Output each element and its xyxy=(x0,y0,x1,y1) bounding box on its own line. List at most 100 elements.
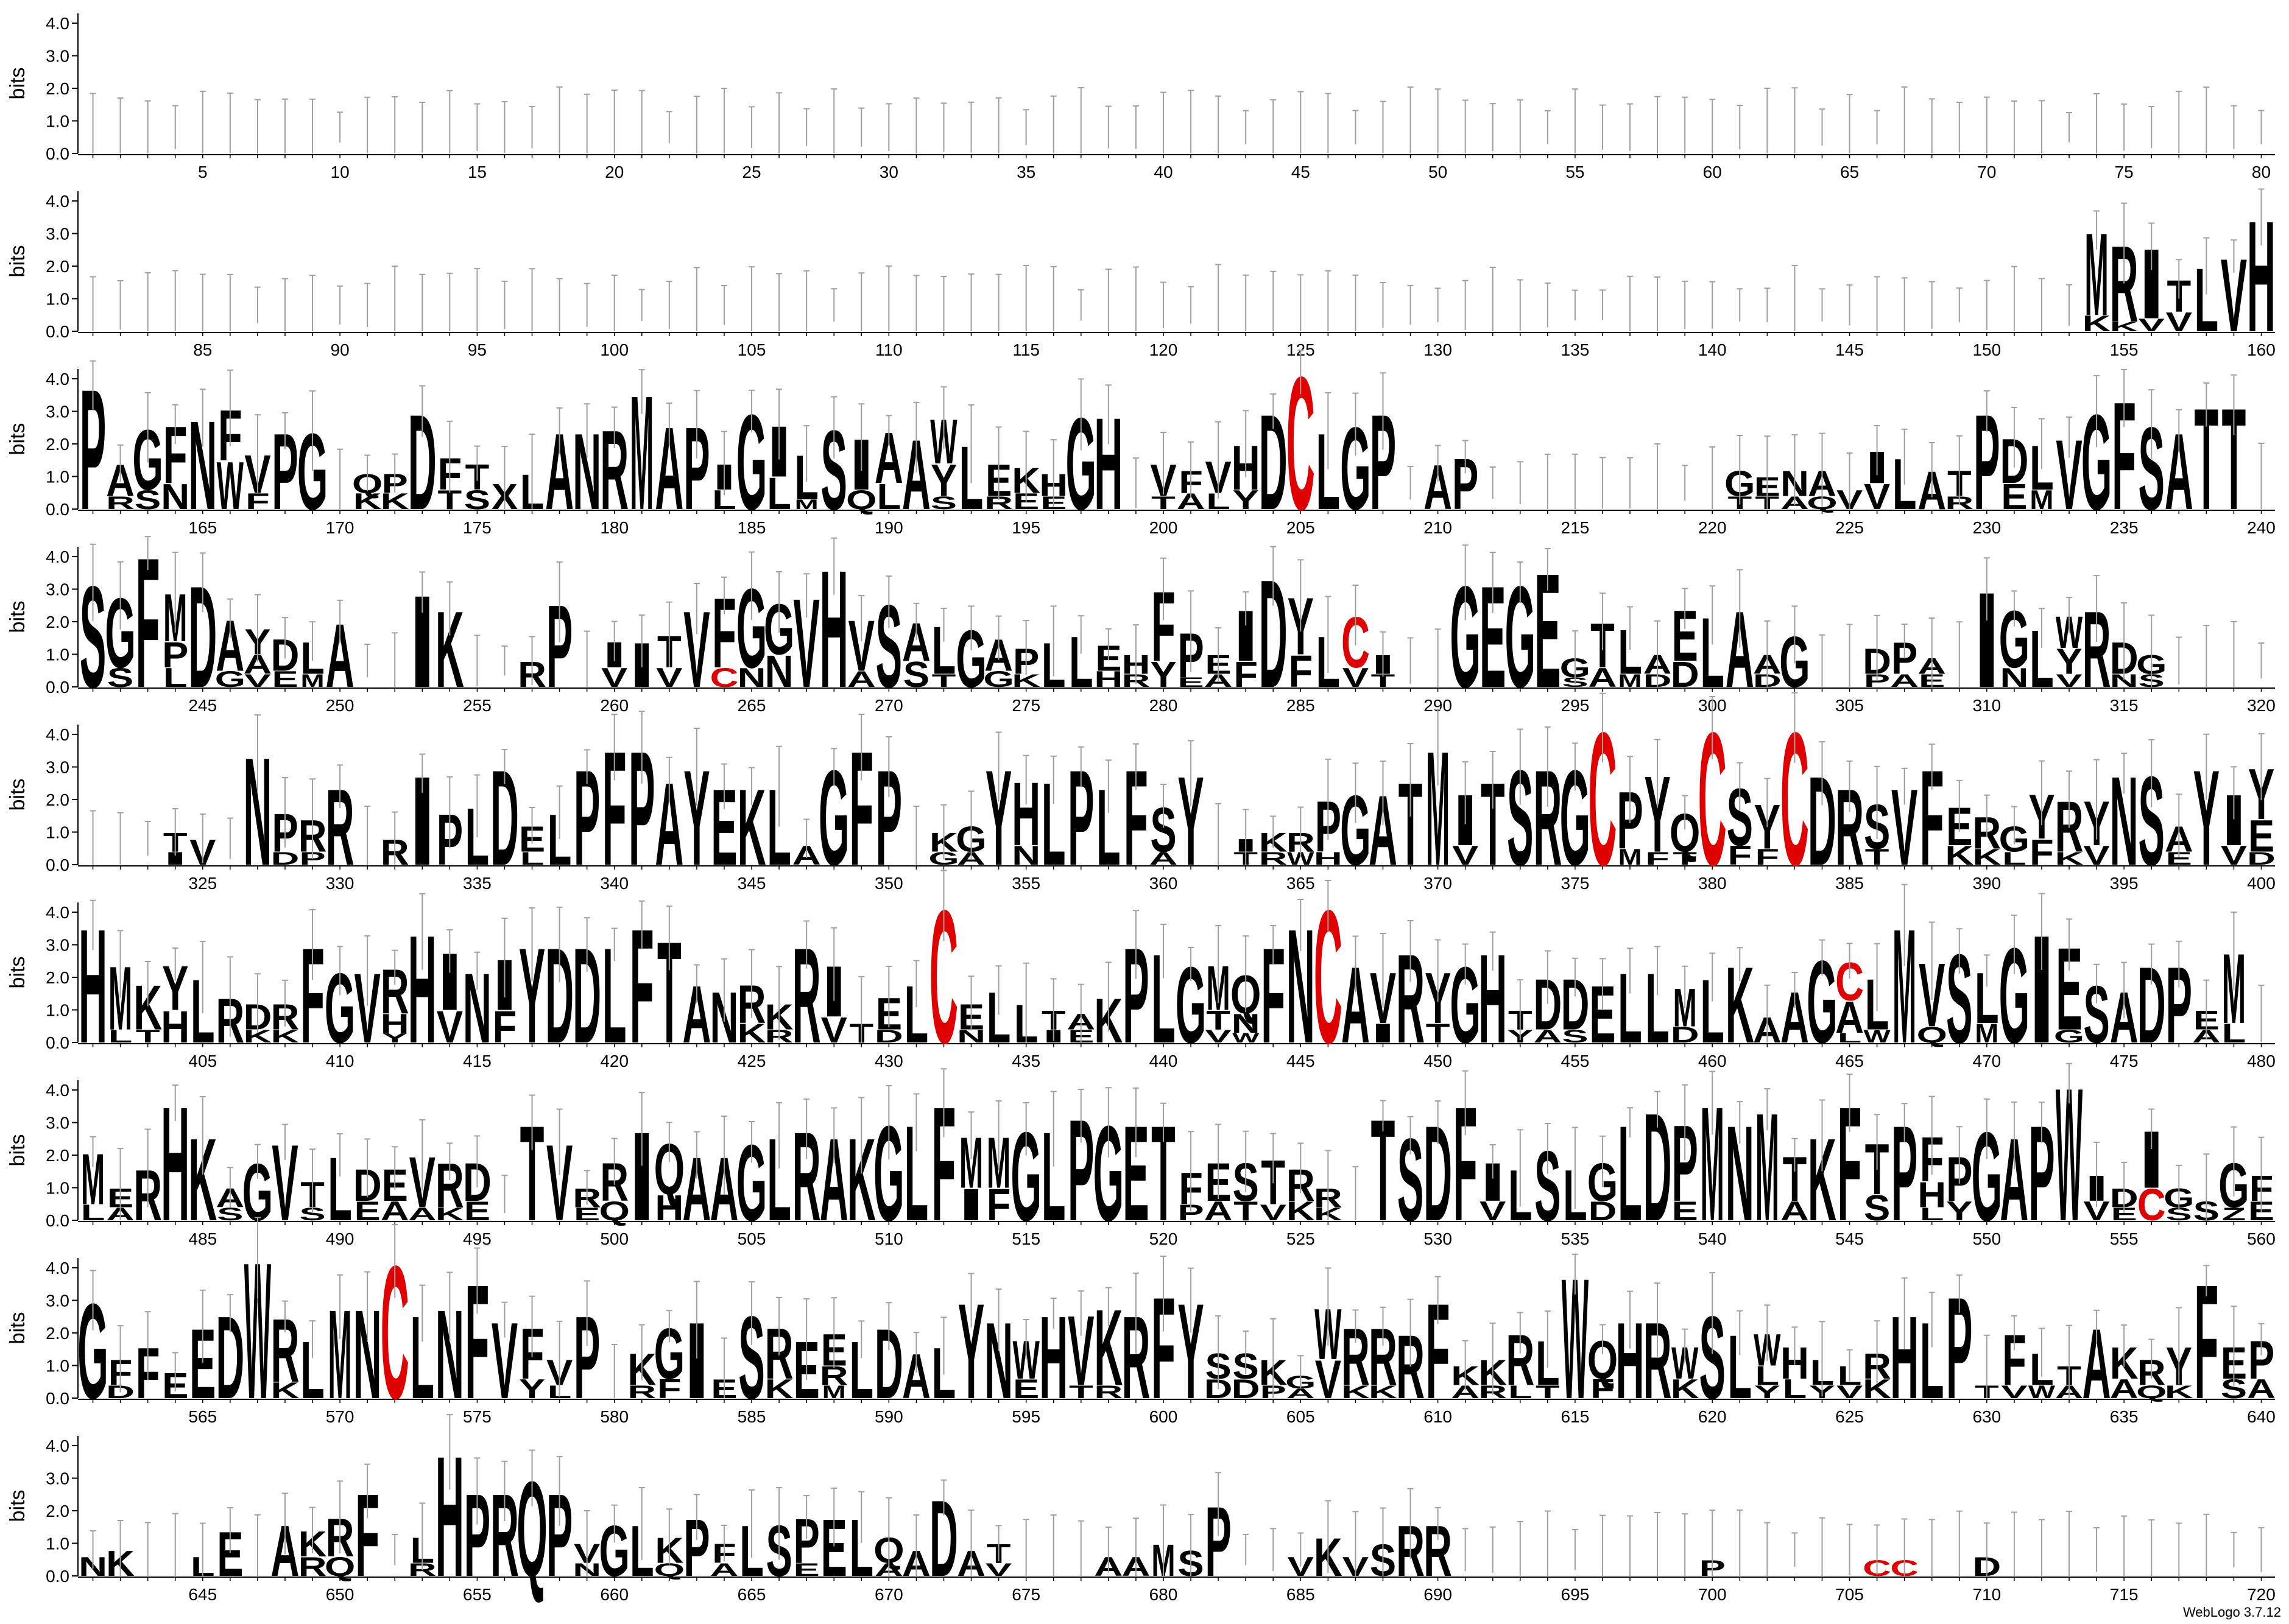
x-tick-label: 275 xyxy=(1012,696,1040,715)
x-tick-label: 100 xyxy=(600,340,629,359)
y-axis-label: bits xyxy=(6,1312,29,1345)
logo-letter-155: K xyxy=(2110,319,2139,334)
x-tick-label: 245 xyxy=(188,696,217,715)
x-tick-label: 470 xyxy=(1972,1052,2001,1070)
x-tick-label: 310 xyxy=(1972,696,2001,715)
x-tick-label: 500 xyxy=(600,1229,629,1248)
x-tick-label: 80 xyxy=(2252,163,2271,181)
x-tick-label: 190 xyxy=(875,518,903,537)
x-tick-label: 130 xyxy=(1423,340,1452,359)
x-tick-label: 495 xyxy=(463,1229,492,1248)
x-tick-label: 390 xyxy=(1972,874,2001,893)
x-tick-label: 120 xyxy=(1149,340,1178,359)
x-tick-label: 280 xyxy=(1149,696,1178,715)
x-tick-label: 175 xyxy=(463,518,492,537)
x-tick-label: 225 xyxy=(1835,518,1864,537)
y-tick-label: 3.0 xyxy=(46,402,69,421)
logo-letter-162: R xyxy=(106,493,135,513)
logo-letter-166: W xyxy=(217,449,244,524)
y-tick-label: 1.0 xyxy=(46,468,69,487)
y-tick-label: 3.0 xyxy=(46,1114,69,1133)
x-tick-label: 595 xyxy=(1012,1407,1040,1426)
x-tick-label: 560 xyxy=(2247,1229,2276,1248)
x-tick-label: 630 xyxy=(1972,1407,2001,1426)
logo-letter-283: F xyxy=(1233,655,1258,695)
y-tick-label: 2.0 xyxy=(46,257,69,276)
y-tick-label: 3.0 xyxy=(46,936,69,955)
x-tick-label: 205 xyxy=(1286,518,1315,537)
y-tick-label: 3.0 xyxy=(46,758,69,777)
x-tick-label: 355 xyxy=(1012,874,1040,893)
y-tick-label: 1.0 xyxy=(46,290,69,309)
y-tick-label: 3.0 xyxy=(46,1469,69,1488)
x-tick-label: 320 xyxy=(2247,696,2276,715)
x-tick-label: 335 xyxy=(463,874,492,893)
x-tick-label: 240 xyxy=(2247,518,2276,537)
x-tick-label: 270 xyxy=(875,696,903,715)
y-tick-label: 2.0 xyxy=(46,435,69,454)
x-tick-label: 315 xyxy=(2110,696,2139,715)
y-tick-label: 1.0 xyxy=(46,1179,69,1198)
x-tick-label: 85 xyxy=(193,340,212,359)
y-tick-label: 0.0 xyxy=(46,144,69,163)
x-tick-label: 165 xyxy=(188,518,217,537)
y-axis-label: bits xyxy=(6,245,29,278)
x-tick-label: 140 xyxy=(1698,340,1727,359)
x-tick-label: 480 xyxy=(2247,1052,2276,1070)
x-tick-label: 605 xyxy=(1286,1407,1315,1426)
x-tick-label: 695 xyxy=(1561,1585,1590,1604)
logo-letter-274: G xyxy=(983,667,1014,692)
x-tick-label: 325 xyxy=(188,874,217,893)
x-tick-label: 180 xyxy=(600,518,629,537)
x-tick-label: 670 xyxy=(875,1585,903,1604)
x-tick-label: 195 xyxy=(1012,518,1040,537)
logo-letter-154: K xyxy=(2083,311,2111,336)
x-tick-label: 705 xyxy=(1835,1585,1864,1604)
y-tick-label: 3.0 xyxy=(46,47,69,66)
logo-letter-187: M xyxy=(795,497,819,512)
x-tick-label: 625 xyxy=(1835,1407,1864,1426)
logo-letter-278: H xyxy=(1094,667,1123,692)
x-tick-label: 435 xyxy=(1012,1052,1040,1070)
x-tick-label: 15 xyxy=(468,163,487,181)
y-tick-label: 2.0 xyxy=(46,613,69,631)
y-tick-label: 4.0 xyxy=(46,903,69,922)
y-tick-label: 4.0 xyxy=(46,1436,69,1455)
y-tick-label: 0.0 xyxy=(46,678,69,697)
x-tick-label: 30 xyxy=(880,163,898,181)
x-tick-label: 400 xyxy=(2247,874,2276,893)
y-tick-label: 3.0 xyxy=(46,580,69,599)
y-tick-label: 1.0 xyxy=(46,1357,69,1376)
y-axis-label: bits xyxy=(6,779,29,811)
x-tick-label: 185 xyxy=(738,518,766,537)
x-tick-label: 265 xyxy=(738,696,766,715)
x-tick-label: 155 xyxy=(2110,340,2139,359)
y-tick-label: 0.0 xyxy=(46,1033,69,1052)
x-tick-label: 40 xyxy=(1154,163,1173,181)
y-axis-label: bits xyxy=(6,1134,29,1167)
logo-letter-271: S xyxy=(903,655,929,695)
x-tick-label: 450 xyxy=(1423,1052,1452,1070)
x-tick-label: 330 xyxy=(326,874,354,893)
y-tick-label: 4.0 xyxy=(46,725,69,744)
y-tick-label: 4.0 xyxy=(46,547,69,566)
y-tick-label: 0.0 xyxy=(46,322,69,341)
y-tick-label: 3.0 xyxy=(46,225,69,244)
x-tick-label: 145 xyxy=(1835,340,1864,359)
x-tick-label: 70 xyxy=(1977,163,1996,181)
x-tick-label: 700 xyxy=(1698,1585,1727,1604)
y-tick-label: 2.0 xyxy=(46,968,69,987)
y-tick-label: 2.0 xyxy=(46,790,69,809)
logo-letter-249: M xyxy=(300,671,324,691)
logo-letter-246: G xyxy=(215,667,246,692)
logo-letter-269: A xyxy=(847,667,876,692)
x-tick-label: 425 xyxy=(738,1052,766,1070)
y-tick-label: 1.0 xyxy=(46,823,69,842)
logo-letter-189: Q xyxy=(846,485,877,515)
logo-letter-247: V xyxy=(244,670,271,691)
y-tick-label: 2.0 xyxy=(46,79,69,98)
